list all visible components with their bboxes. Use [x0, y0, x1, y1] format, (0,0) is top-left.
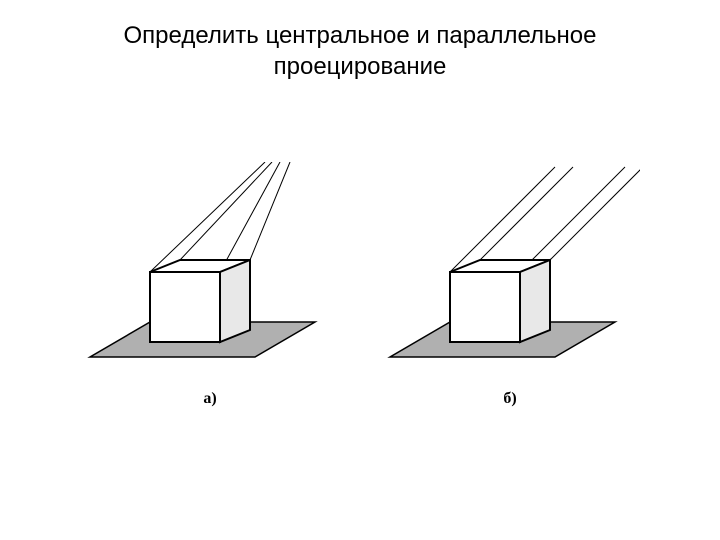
- page-title: Определить центральное и параллельное пр…: [0, 20, 720, 82]
- diagram-central: [80, 162, 340, 382]
- rays-central: [150, 162, 290, 272]
- cube: [150, 260, 250, 342]
- diagram-parallel: [380, 162, 640, 382]
- cube: [450, 260, 550, 342]
- panel-parallel-projection: б): [380, 162, 640, 408]
- title-line-1: Определить центральное и параллельное: [124, 22, 597, 49]
- rays-parallel: [450, 167, 640, 272]
- panel-label-a: а): [203, 390, 216, 408]
- figure-container: а) б): [0, 162, 720, 408]
- panel-central-projection: а): [80, 162, 340, 408]
- title-line-2: проецирование: [274, 53, 447, 80]
- panel-label-b: б): [503, 390, 516, 408]
